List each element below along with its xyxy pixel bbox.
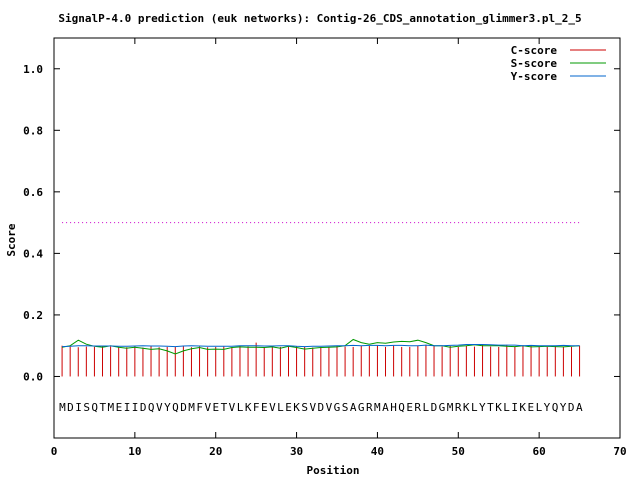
legend-label: Y-score <box>511 70 558 83</box>
x-tick-label: 60 <box>533 445 546 458</box>
s-score-line <box>62 338 580 355</box>
y-axis-label: Score <box>5 223 18 256</box>
y-tick-label: 0.6 <box>23 186 43 199</box>
score-lines <box>62 338 580 355</box>
y-tick-label: 0.2 <box>23 309 43 322</box>
x-tick-label: 20 <box>209 445 222 458</box>
legend-label: C-score <box>511 44 558 57</box>
x-axis-label: Position <box>307 464 360 477</box>
legend-label: S-score <box>511 57 558 70</box>
chart-title: SignalP-4.0 prediction (euk networks): C… <box>58 12 581 25</box>
sequence-label: MDISQTMEIIDQVYQDMFVETVLKFEVLEKSVDVGSAGRM… <box>59 401 583 414</box>
x-tick-label: 50 <box>452 445 465 458</box>
y-tick-label: 1.0 <box>23 63 43 76</box>
y-tick-label: 0.0 <box>23 370 43 383</box>
y-tick-label: 0.4 <box>23 247 43 260</box>
x-tick-label: 10 <box>128 445 141 458</box>
x-tick-label: 0 <box>51 445 58 458</box>
y-score-line <box>62 344 580 348</box>
plot-frame <box>53 37 621 439</box>
x-tick-label: 40 <box>371 445 384 458</box>
c-score-impulses <box>61 342 581 377</box>
axes: 0 10 20 30 40 50 60 70 0.0 0.2 0.4 0.6 0.8 1.0 <box>23 37 627 458</box>
x-tick-label: 30 <box>290 445 303 458</box>
y-tick-label: 0.8 <box>23 124 43 137</box>
x-tick-label: 70 <box>613 445 626 458</box>
